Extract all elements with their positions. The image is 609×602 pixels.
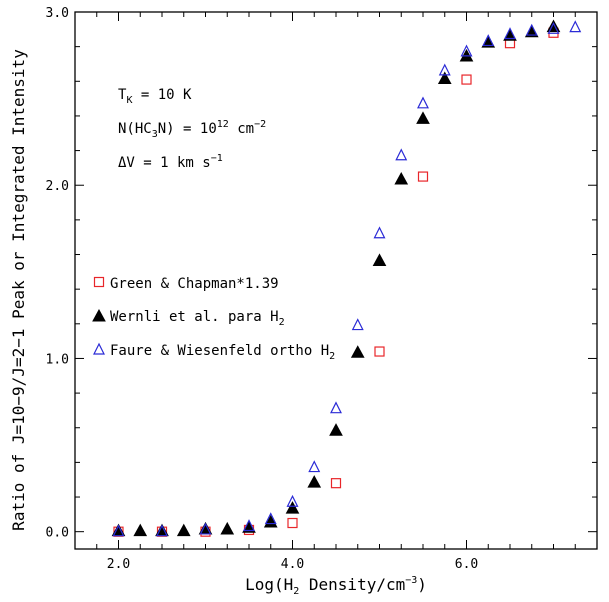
legend-marker-wernli — [92, 308, 106, 322]
data-point — [394, 171, 409, 185]
annotations: TK = 10 K N(HC3N) = 1012 cm−2 ΔV = 1 km … — [118, 87, 266, 171]
data-point — [112, 524, 125, 537]
series-2 — [112, 20, 582, 537]
data-point — [416, 111, 430, 124]
y-tick-label: 0.0 — [46, 526, 69, 541]
legend-label-faure: Faure & Wiesenfeld ortho H2 — [110, 343, 335, 362]
data-point — [220, 521, 235, 535]
data-point — [372, 253, 387, 266]
data-point — [286, 494, 299, 507]
data-point — [285, 501, 300, 514]
x-tick-label: 2.0 — [107, 557, 130, 572]
data-point — [330, 478, 342, 489]
data-point — [373, 226, 386, 239]
data-point — [308, 460, 321, 473]
data-point — [330, 401, 342, 414]
data-point — [351, 318, 364, 331]
legend: Green & Chapman*1.39 Wernli et al. para … — [92, 276, 335, 362]
data-point — [504, 27, 516, 40]
data-point — [417, 96, 429, 109]
legend-label-green-chapman: Green & Chapman*1.39 — [110, 276, 279, 292]
y-axis-title: Ratio of J=10−9/J=2−1 Peak or Integrated… — [9, 49, 28, 531]
y-tick-label: 3.0 — [46, 6, 69, 21]
y-tick-label: 1.0 — [46, 352, 69, 367]
data-point — [307, 475, 322, 488]
data-series — [111, 19, 582, 537]
annotation-linewidth: ΔV = 1 km s−1 — [118, 153, 223, 171]
data-point — [133, 523, 148, 537]
data-point — [525, 23, 538, 36]
data-point — [437, 71, 452, 85]
legend-label-wernli: Wernli et al. para H2 — [110, 309, 285, 328]
data-point — [460, 44, 473, 57]
data-point — [482, 34, 495, 47]
data-point — [264, 512, 277, 525]
data-point — [374, 346, 385, 357]
data-point — [329, 423, 343, 436]
x-tick-label: 6.0 — [455, 557, 478, 572]
axis-tick-labels: 2.0 4.0 6.0 0.0 1.0 2.0 3.0 — [46, 6, 479, 572]
data-point — [417, 171, 429, 182]
data-point — [199, 522, 212, 535]
data-point — [438, 63, 451, 76]
data-point — [461, 74, 472, 85]
axis-ticks — [74, 11, 598, 549]
data-point — [547, 21, 560, 34]
data-point — [263, 514, 278, 528]
data-point — [287, 517, 298, 529]
data-point — [176, 523, 191, 537]
annotation-temperature: TK = 10 K — [118, 87, 192, 106]
data-point — [243, 519, 255, 532]
data-point — [395, 148, 408, 161]
data-point — [569, 20, 582, 33]
x-tick-label: 4.0 — [281, 557, 304, 572]
data-point — [350, 345, 365, 358]
x-axis-title: Log(H2 Density/cm−3) — [245, 575, 427, 597]
legend-marker-faure — [93, 342, 105, 355]
data-point — [156, 524, 168, 537]
annotation-column-density: N(HC3N) = 1012 cm−2 — [118, 119, 266, 140]
legend-marker-green-chapman — [93, 276, 105, 288]
y-tick-label: 2.0 — [46, 179, 69, 194]
